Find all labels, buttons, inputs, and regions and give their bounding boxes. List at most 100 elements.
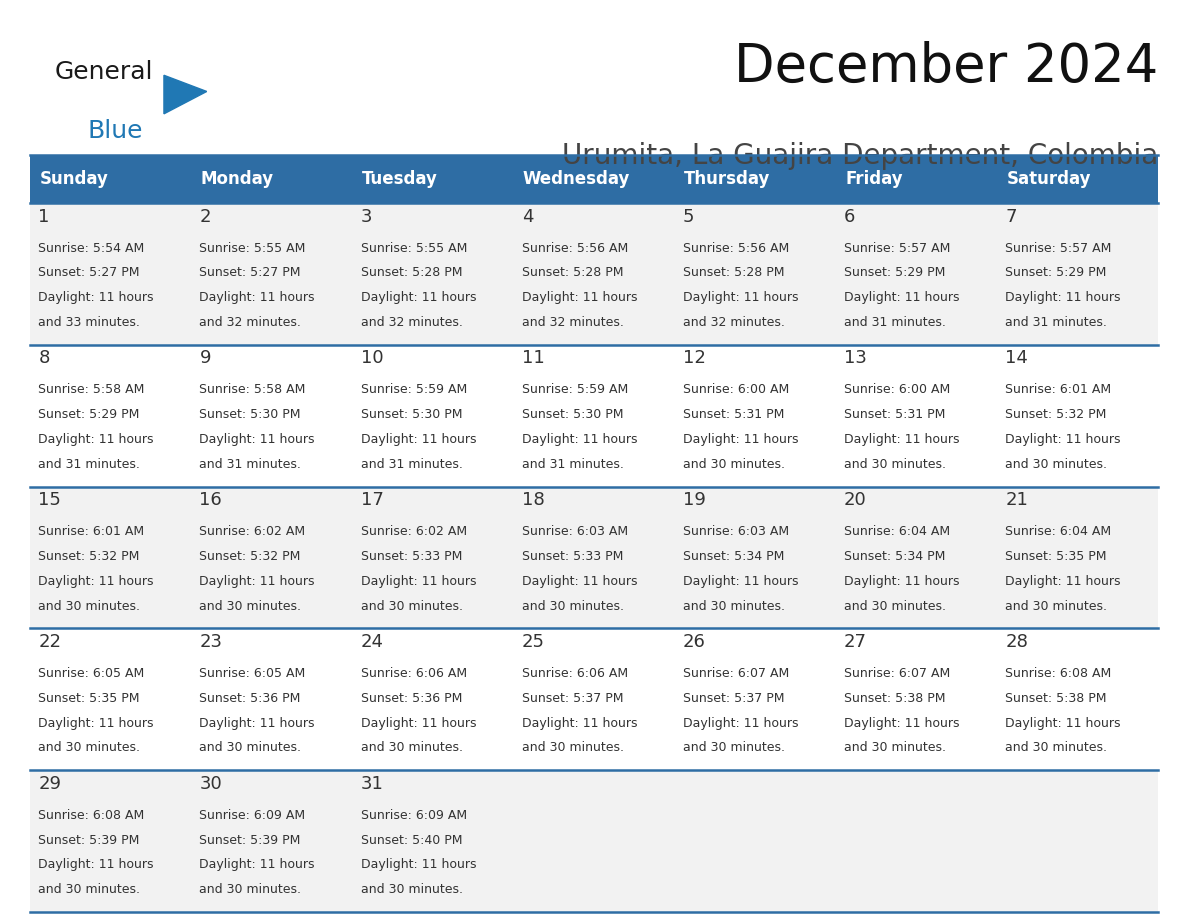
Text: Tuesday: Tuesday [362, 170, 437, 188]
Text: Daylight: 11 hours: Daylight: 11 hours [38, 433, 153, 446]
Text: and 32 minutes.: and 32 minutes. [522, 316, 624, 329]
Text: Sunrise: 5:58 AM: Sunrise: 5:58 AM [200, 384, 305, 397]
Text: and 30 minutes.: and 30 minutes. [522, 742, 624, 755]
Text: Sunset: 5:29 PM: Sunset: 5:29 PM [843, 266, 946, 279]
Text: Sunset: 5:30 PM: Sunset: 5:30 PM [361, 409, 462, 421]
Text: Daylight: 11 hours: Daylight: 11 hours [361, 291, 476, 304]
Text: Daylight: 11 hours: Daylight: 11 hours [200, 717, 315, 730]
Text: General: General [55, 60, 153, 84]
Text: Daylight: 11 hours: Daylight: 11 hours [683, 717, 798, 730]
Text: Sunrise: 6:07 AM: Sunrise: 6:07 AM [843, 667, 950, 680]
Text: Blue: Blue [88, 119, 144, 143]
Text: 19: 19 [683, 491, 706, 509]
Text: 10: 10 [361, 350, 384, 367]
Text: Sunset: 5:38 PM: Sunset: 5:38 PM [1005, 692, 1107, 705]
Text: Thursday: Thursday [684, 170, 771, 188]
Text: Sunrise: 5:55 AM: Sunrise: 5:55 AM [200, 241, 305, 254]
Bar [30, 629, 1158, 770]
Text: Daylight: 11 hours: Daylight: 11 hours [522, 433, 637, 446]
Text: Sunset: 5:28 PM: Sunset: 5:28 PM [522, 266, 624, 279]
Text: Sunrise: 6:05 AM: Sunrise: 6:05 AM [200, 667, 305, 680]
Text: Daylight: 11 hours: Daylight: 11 hours [200, 858, 315, 871]
Text: Sunset: 5:38 PM: Sunset: 5:38 PM [843, 692, 946, 705]
Text: Sunrise: 6:08 AM: Sunrise: 6:08 AM [38, 809, 145, 822]
Bar [30, 345, 1158, 487]
Text: Daylight: 11 hours: Daylight: 11 hours [522, 291, 637, 304]
Text: Sunset: 5:31 PM: Sunset: 5:31 PM [843, 409, 946, 421]
Text: Sunrise: 6:03 AM: Sunrise: 6:03 AM [522, 525, 628, 538]
Text: and 30 minutes.: and 30 minutes. [683, 599, 785, 612]
Text: 22: 22 [38, 633, 62, 651]
Text: Sunset: 5:27 PM: Sunset: 5:27 PM [200, 266, 301, 279]
Text: Sunrise: 5:57 AM: Sunrise: 5:57 AM [1005, 241, 1112, 254]
Text: Daylight: 11 hours: Daylight: 11 hours [683, 575, 798, 588]
Text: Daylight: 11 hours: Daylight: 11 hours [843, 575, 960, 588]
Text: 24: 24 [361, 633, 384, 651]
Text: Daylight: 11 hours: Daylight: 11 hours [843, 433, 960, 446]
Text: and 31 minutes.: and 31 minutes. [361, 458, 462, 471]
Text: Wednesday: Wednesday [523, 170, 631, 188]
Text: and 30 minutes.: and 30 minutes. [38, 599, 140, 612]
Text: 27: 27 [843, 633, 867, 651]
Text: Sunset: 5:39 PM: Sunset: 5:39 PM [38, 834, 140, 846]
Text: 15: 15 [38, 491, 62, 509]
Text: Sunrise: 6:00 AM: Sunrise: 6:00 AM [683, 384, 789, 397]
Polygon shape [164, 75, 207, 114]
Text: Sunset: 5:29 PM: Sunset: 5:29 PM [1005, 266, 1106, 279]
Text: 5: 5 [683, 207, 695, 226]
Text: and 33 minutes.: and 33 minutes. [38, 316, 140, 329]
Text: and 30 minutes.: and 30 minutes. [361, 599, 462, 612]
Text: 11: 11 [522, 350, 544, 367]
Text: Daylight: 11 hours: Daylight: 11 hours [1005, 717, 1120, 730]
Text: Sunset: 5:37 PM: Sunset: 5:37 PM [522, 692, 624, 705]
Text: Daylight: 11 hours: Daylight: 11 hours [683, 433, 798, 446]
Text: Sunset: 5:36 PM: Sunset: 5:36 PM [200, 692, 301, 705]
Text: Daylight: 11 hours: Daylight: 11 hours [1005, 291, 1120, 304]
Text: Sunrise: 5:54 AM: Sunrise: 5:54 AM [38, 241, 145, 254]
Text: and 30 minutes.: and 30 minutes. [38, 742, 140, 755]
Text: Sunrise: 5:59 AM: Sunrise: 5:59 AM [361, 384, 467, 397]
Text: and 31 minutes.: and 31 minutes. [38, 458, 140, 471]
Text: 25: 25 [522, 633, 545, 651]
Text: Sunrise: 6:07 AM: Sunrise: 6:07 AM [683, 667, 789, 680]
Text: Sunset: 5:30 PM: Sunset: 5:30 PM [200, 409, 301, 421]
Text: and 30 minutes.: and 30 minutes. [843, 458, 946, 471]
Text: and 32 minutes.: and 32 minutes. [200, 316, 302, 329]
Text: and 30 minutes.: and 30 minutes. [38, 883, 140, 896]
Text: Sunset: 5:40 PM: Sunset: 5:40 PM [361, 834, 462, 846]
Text: and 30 minutes.: and 30 minutes. [200, 599, 302, 612]
Text: Sunset: 5:34 PM: Sunset: 5:34 PM [843, 550, 946, 563]
Text: 13: 13 [843, 350, 867, 367]
Text: 17: 17 [361, 491, 384, 509]
Text: Sunrise: 6:05 AM: Sunrise: 6:05 AM [38, 667, 145, 680]
Text: Sunrise: 6:09 AM: Sunrise: 6:09 AM [361, 809, 467, 822]
Text: Sunset: 5:32 PM: Sunset: 5:32 PM [38, 550, 140, 563]
Text: Daylight: 11 hours: Daylight: 11 hours [522, 575, 637, 588]
Text: and 31 minutes.: and 31 minutes. [522, 458, 624, 471]
Text: Sunrise: 6:04 AM: Sunrise: 6:04 AM [1005, 525, 1111, 538]
Text: Sunset: 5:31 PM: Sunset: 5:31 PM [683, 409, 784, 421]
Text: Sunrise: 5:59 AM: Sunrise: 5:59 AM [522, 384, 628, 397]
Text: Friday: Friday [845, 170, 903, 188]
Text: 20: 20 [843, 491, 867, 509]
Text: Daylight: 11 hours: Daylight: 11 hours [843, 717, 960, 730]
Text: Urumita, La Guajira Department, Colombia: Urumita, La Guajira Department, Colombia [562, 142, 1158, 171]
Text: and 32 minutes.: and 32 minutes. [683, 316, 785, 329]
Text: and 30 minutes.: and 30 minutes. [683, 458, 785, 471]
Text: Monday: Monday [201, 170, 273, 188]
Bar [30, 770, 1158, 912]
Text: Daylight: 11 hours: Daylight: 11 hours [38, 717, 153, 730]
Text: and 30 minutes.: and 30 minutes. [1005, 458, 1107, 471]
Text: Daylight: 11 hours: Daylight: 11 hours [361, 433, 476, 446]
Text: Sunset: 5:27 PM: Sunset: 5:27 PM [38, 266, 140, 279]
Text: Sunrise: 5:56 AM: Sunrise: 5:56 AM [522, 241, 628, 254]
Text: and 30 minutes.: and 30 minutes. [1005, 742, 1107, 755]
Text: Daylight: 11 hours: Daylight: 11 hours [361, 575, 476, 588]
Text: Sunrise: 5:58 AM: Sunrise: 5:58 AM [38, 384, 145, 397]
Text: December 2024: December 2024 [734, 41, 1158, 94]
Text: 4: 4 [522, 207, 533, 226]
Text: 23: 23 [200, 633, 222, 651]
Text: and 30 minutes.: and 30 minutes. [200, 742, 302, 755]
Text: Daylight: 11 hours: Daylight: 11 hours [1005, 575, 1120, 588]
Text: 9: 9 [200, 350, 211, 367]
